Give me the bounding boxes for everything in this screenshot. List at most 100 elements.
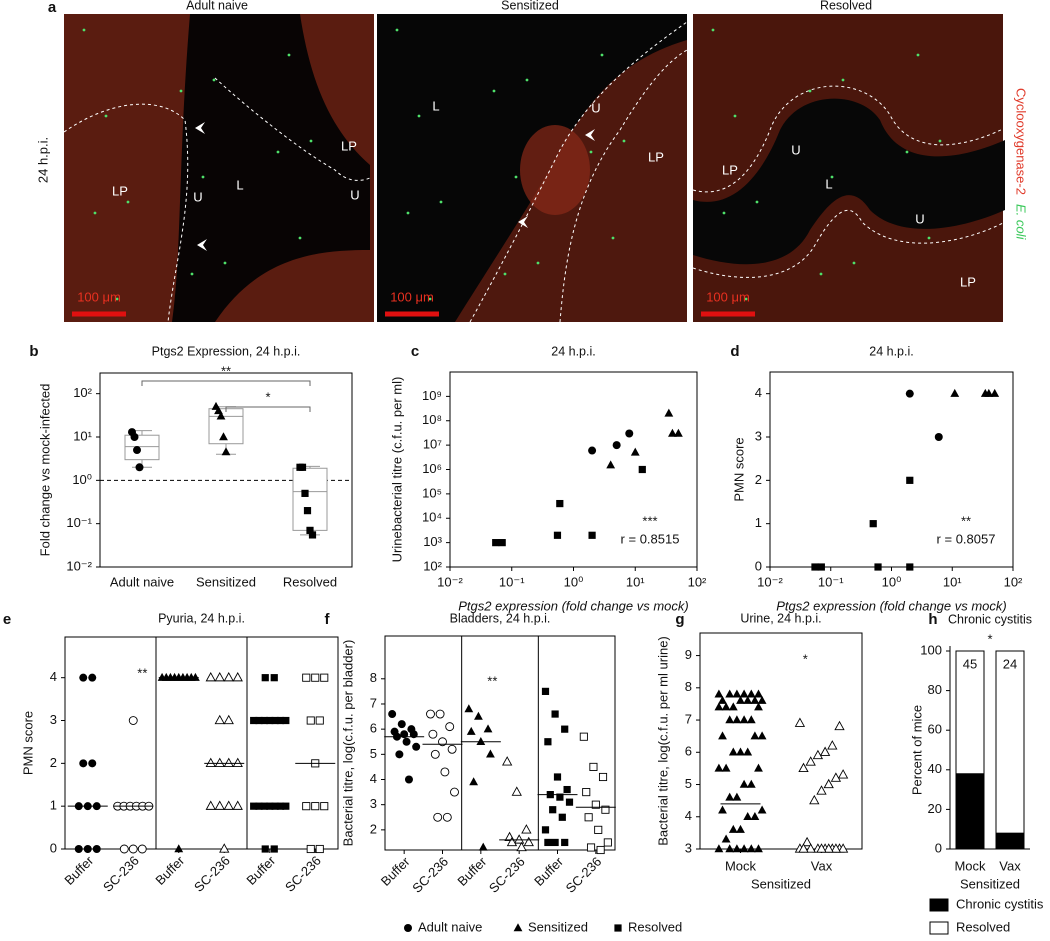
- bacteria: [190, 272, 194, 276]
- marker: [721, 763, 731, 772]
- marker: [306, 716, 315, 725]
- x-axis-label: Sensitized: [960, 876, 1020, 891]
- significance: *: [803, 651, 808, 666]
- bacteria: [212, 78, 216, 82]
- marker: [732, 844, 742, 853]
- legend-label: Sensitized: [528, 919, 588, 934]
- marker: [718, 695, 727, 704]
- bacteria: [309, 139, 313, 143]
- bacteria: [179, 89, 183, 93]
- marker: [736, 747, 745, 756]
- significance-bracket: [141, 380, 311, 386]
- panel-letter: g: [675, 611, 684, 628]
- y-tick-label: 4: [755, 385, 762, 400]
- y-tick-label: 2: [755, 472, 762, 487]
- x-tick-label: Adult naive: [110, 574, 174, 589]
- y-axis-label: PMN score: [731, 437, 746, 501]
- bar-segment: [995, 832, 1025, 850]
- y-tick-label: 0: [755, 558, 762, 573]
- marker: [516, 841, 527, 852]
- marker: [476, 736, 486, 745]
- marker: [549, 806, 557, 814]
- panel-letter: b: [29, 343, 38, 360]
- micrograph-title: Adult naive: [186, 0, 248, 12]
- marker: [563, 785, 571, 794]
- marker: [271, 802, 279, 810]
- region-label: LP: [112, 183, 128, 198]
- marker: [805, 756, 816, 766]
- y-tick-label: 10⁻²: [66, 558, 92, 573]
- bacteria: [611, 236, 615, 240]
- marker: [801, 836, 813, 847]
- x-tick-label: Vax: [999, 858, 1021, 873]
- marker: [819, 746, 831, 756]
- plot-frame: [64, 636, 339, 850]
- marker: [603, 838, 612, 847]
- marker: [739, 689, 749, 698]
- marker: [668, 428, 677, 437]
- marker: [88, 673, 97, 682]
- arrowhead: [195, 122, 205, 134]
- marker: [311, 802, 320, 811]
- plot-frame: [699, 632, 863, 850]
- marker: [584, 813, 593, 822]
- y-tick-label: 3: [685, 840, 692, 855]
- marker: [438, 737, 447, 747]
- epithelium-border: [214, 77, 371, 181]
- x-tick-label: 10²: [688, 574, 707, 589]
- y-tick-label: 7: [370, 695, 377, 710]
- chart-title: Urine, 24 h.p.i.: [740, 611, 821, 625]
- y-tick-label: 0: [935, 840, 942, 855]
- marker: [506, 836, 518, 847]
- marker: [223, 757, 234, 767]
- region-label: LP: [722, 162, 738, 177]
- marker: [594, 825, 603, 834]
- region-label: LP: [648, 149, 664, 164]
- x-tick-label: 10²: [1004, 574, 1023, 589]
- legend-label: Resolved: [628, 919, 682, 934]
- y-tick-label: 10⁻¹: [66, 515, 92, 530]
- y-tick-label: 5: [370, 746, 377, 761]
- scale-bar-label: 100 μm: [77, 289, 121, 304]
- legend-marker: [404, 924, 412, 932]
- marker: [714, 844, 724, 853]
- y-tick-label: 5: [685, 776, 692, 791]
- marker: [221, 447, 231, 456]
- bacteria: [104, 114, 108, 118]
- bacteria: [525, 78, 529, 82]
- marker: [601, 805, 610, 814]
- bacteria: [201, 175, 205, 179]
- bacteria: [276, 150, 280, 154]
- y-axis-label: Fold change vs mock-infected: [37, 384, 52, 557]
- marker: [135, 463, 144, 472]
- tissue-region: [693, 98, 1005, 265]
- bacteria: [755, 200, 759, 204]
- marker: [320, 673, 329, 682]
- micrograph-title: Resolved: [820, 0, 872, 12]
- marker: [388, 710, 397, 719]
- marker: [315, 716, 324, 725]
- marker: [728, 824, 738, 833]
- x-tick-label: SC-236: [486, 854, 528, 896]
- marker: [586, 843, 596, 852]
- y-axis-label: Percent of mice: [909, 705, 924, 795]
- marker: [934, 433, 943, 441]
- region-label: L: [236, 177, 243, 192]
- bacteria: [852, 261, 856, 265]
- region-label: L: [432, 98, 439, 113]
- x-tick-label: Buffer: [378, 853, 413, 888]
- marker: [447, 744, 457, 754]
- marker: [133, 446, 141, 455]
- marker: [320, 802, 329, 811]
- region-label: L: [825, 176, 832, 191]
- legend-label: Chronic cystitis: [956, 896, 1044, 911]
- bacteria: [622, 139, 626, 143]
- marker: [827, 740, 838, 750]
- bacteria: [819, 272, 823, 276]
- y-tick-label: 10²: [423, 558, 442, 573]
- marker: [732, 689, 742, 698]
- marker: [400, 730, 409, 739]
- marker: [754, 689, 763, 698]
- x-axis-label: Ptgs2 expression (fold change vs mock): [458, 598, 689, 613]
- region-label: U: [350, 187, 359, 202]
